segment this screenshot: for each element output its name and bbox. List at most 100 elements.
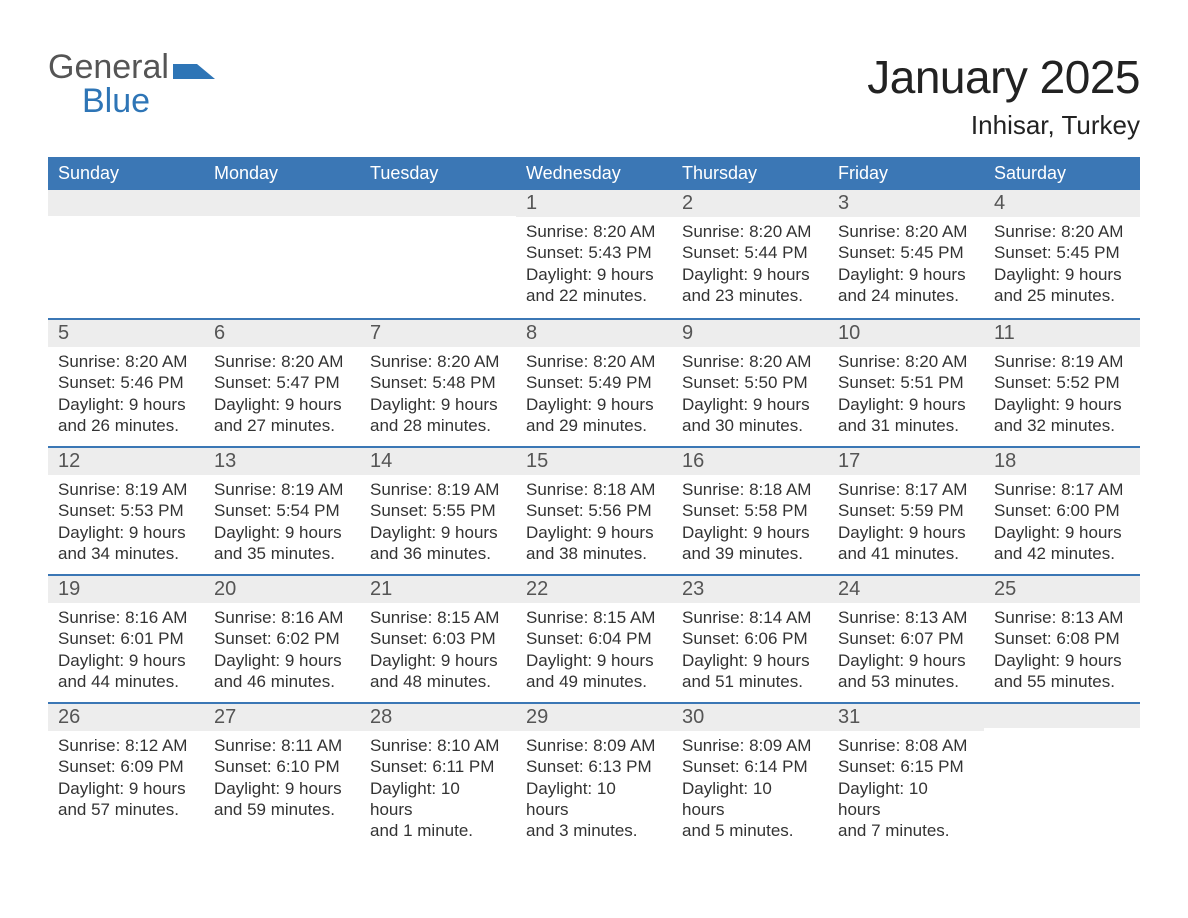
daylight-line-1: Daylight: 9 hours — [58, 650, 194, 671]
day-details: Sunrise: 8:14 AMSunset: 6:06 PMDaylight:… — [672, 603, 828, 692]
day-details: Sunrise: 8:19 AMSunset: 5:52 PMDaylight:… — [984, 347, 1140, 436]
day-number: 3 — [828, 190, 984, 217]
weekday-header-row: SundayMondayTuesdayWednesdayThursdayFrid… — [48, 157, 1140, 190]
sunrise-line: Sunrise: 8:11 AM — [214, 735, 350, 756]
daylight-line-1: Daylight: 9 hours — [526, 264, 662, 285]
week-row: 12Sunrise: 8:19 AMSunset: 5:53 PMDayligh… — [48, 446, 1140, 574]
sunset-line: Sunset: 6:15 PM — [838, 756, 974, 777]
sunset-line: Sunset: 6:01 PM — [58, 628, 194, 649]
day-cell: 7Sunrise: 8:20 AMSunset: 5:48 PMDaylight… — [360, 318, 516, 446]
sunrise-line: Sunrise: 8:15 AM — [370, 607, 506, 628]
day-cell: 21Sunrise: 8:15 AMSunset: 6:03 PMDayligh… — [360, 574, 516, 702]
day-cell: 20Sunrise: 8:16 AMSunset: 6:02 PMDayligh… — [204, 574, 360, 702]
day-cell: 1Sunrise: 8:20 AMSunset: 5:43 PMDaylight… — [516, 190, 672, 318]
sunset-line: Sunset: 5:58 PM — [682, 500, 818, 521]
daylight-line-1: Daylight: 9 hours — [370, 522, 506, 543]
sunrise-line: Sunrise: 8:09 AM — [526, 735, 662, 756]
week-row: 1Sunrise: 8:20 AMSunset: 5:43 PMDaylight… — [48, 190, 1140, 318]
brand-logo: General Blue — [48, 50, 215, 118]
sunrise-line: Sunrise: 8:20 AM — [994, 221, 1130, 242]
day-number: 31 — [828, 702, 984, 731]
sunset-line: Sunset: 5:59 PM — [838, 500, 974, 521]
day-details: Sunrise: 8:09 AMSunset: 6:14 PMDaylight:… — [672, 731, 828, 841]
day-number: 14 — [360, 446, 516, 475]
sunset-line: Sunset: 5:56 PM — [526, 500, 662, 521]
daylight-line-1: Daylight: 10 hours — [526, 778, 662, 821]
day-cell — [204, 190, 360, 318]
day-cell: 17Sunrise: 8:17 AMSunset: 5:59 PMDayligh… — [828, 446, 984, 574]
day-number: 17 — [828, 446, 984, 475]
daylight-line-1: Daylight: 9 hours — [526, 650, 662, 671]
day-details: Sunrise: 8:13 AMSunset: 6:07 PMDaylight:… — [828, 603, 984, 692]
day-cell: 2Sunrise: 8:20 AMSunset: 5:44 PMDaylight… — [672, 190, 828, 318]
daylight-line-1: Daylight: 9 hours — [370, 394, 506, 415]
weekday-cell: Thursday — [672, 157, 828, 190]
daylight-line-2: and 34 minutes. — [58, 543, 194, 564]
day-details: Sunrise: 8:20 AMSunset: 5:45 PMDaylight:… — [828, 217, 984, 306]
daylight-line-1: Daylight: 9 hours — [682, 264, 818, 285]
daylight-line-2: and 23 minutes. — [682, 285, 818, 306]
daylight-line-1: Daylight: 10 hours — [682, 778, 818, 821]
daylight-line-1: Daylight: 9 hours — [682, 522, 818, 543]
day-details: Sunrise: 8:16 AMSunset: 6:01 PMDaylight:… — [48, 603, 204, 692]
sunrise-line: Sunrise: 8:15 AM — [526, 607, 662, 628]
daylight-line-2: and 27 minutes. — [214, 415, 350, 436]
daylight-line-1: Daylight: 9 hours — [526, 522, 662, 543]
sunrise-line: Sunrise: 8:20 AM — [526, 221, 662, 242]
day-cell: 30Sunrise: 8:09 AMSunset: 6:14 PMDayligh… — [672, 702, 828, 851]
day-details: Sunrise: 8:20 AMSunset: 5:46 PMDaylight:… — [48, 347, 204, 436]
sunrise-line: Sunrise: 8:20 AM — [214, 351, 350, 372]
daylight-line-1: Daylight: 9 hours — [214, 522, 350, 543]
sunrise-line: Sunrise: 8:19 AM — [214, 479, 350, 500]
day-cell — [984, 702, 1140, 851]
sunrise-line: Sunrise: 8:09 AM — [682, 735, 818, 756]
sunrise-line: Sunrise: 8:20 AM — [838, 221, 974, 242]
weekday-cell: Tuesday — [360, 157, 516, 190]
day-number: 6 — [204, 318, 360, 347]
daylight-line-2: and 42 minutes. — [994, 543, 1130, 564]
day-number: 20 — [204, 574, 360, 603]
daylight-line-1: Daylight: 10 hours — [370, 778, 506, 821]
daylight-line-2: and 44 minutes. — [58, 671, 194, 692]
day-cell — [360, 190, 516, 318]
day-cell: 9Sunrise: 8:20 AMSunset: 5:50 PMDaylight… — [672, 318, 828, 446]
day-number: 5 — [48, 318, 204, 347]
day-number — [204, 190, 360, 216]
day-cell: 19Sunrise: 8:16 AMSunset: 6:01 PMDayligh… — [48, 574, 204, 702]
day-details: Sunrise: 8:13 AMSunset: 6:08 PMDaylight:… — [984, 603, 1140, 692]
sunrise-line: Sunrise: 8:19 AM — [58, 479, 194, 500]
weekday-cell: Friday — [828, 157, 984, 190]
daylight-line-1: Daylight: 9 hours — [994, 650, 1130, 671]
daylight-line-2: and 46 minutes. — [214, 671, 350, 692]
daylight-line-2: and 24 minutes. — [838, 285, 974, 306]
sunrise-line: Sunrise: 8:20 AM — [682, 351, 818, 372]
day-details: Sunrise: 8:09 AMSunset: 6:13 PMDaylight:… — [516, 731, 672, 841]
sunset-line: Sunset: 6:04 PM — [526, 628, 662, 649]
day-cell: 27Sunrise: 8:11 AMSunset: 6:10 PMDayligh… — [204, 702, 360, 851]
daylight-line-2: and 30 minutes. — [682, 415, 818, 436]
sunrise-line: Sunrise: 8:20 AM — [682, 221, 818, 242]
sunrise-line: Sunrise: 8:08 AM — [838, 735, 974, 756]
daylight-line-2: and 3 minutes. — [526, 820, 662, 841]
day-cell: 28Sunrise: 8:10 AMSunset: 6:11 PMDayligh… — [360, 702, 516, 851]
daylight-line-1: Daylight: 9 hours — [58, 778, 194, 799]
sunset-line: Sunset: 6:13 PM — [526, 756, 662, 777]
daylight-line-1: Daylight: 9 hours — [214, 778, 350, 799]
daylight-line-2: and 36 minutes. — [370, 543, 506, 564]
sunset-line: Sunset: 6:07 PM — [838, 628, 974, 649]
logo-text-block: General Blue — [48, 50, 169, 118]
day-details: Sunrise: 8:17 AMSunset: 6:00 PMDaylight:… — [984, 475, 1140, 564]
daylight-line-1: Daylight: 9 hours — [994, 264, 1130, 285]
day-number: 12 — [48, 446, 204, 475]
sunset-line: Sunset: 5:53 PM — [58, 500, 194, 521]
daylight-line-2: and 38 minutes. — [526, 543, 662, 564]
sunrise-line: Sunrise: 8:18 AM — [682, 479, 818, 500]
day-details: Sunrise: 8:15 AMSunset: 6:03 PMDaylight:… — [360, 603, 516, 692]
day-number — [48, 190, 204, 216]
daylight-line-2: and 57 minutes. — [58, 799, 194, 820]
day-details: Sunrise: 8:20 AMSunset: 5:48 PMDaylight:… — [360, 347, 516, 436]
day-details: Sunrise: 8:20 AMSunset: 5:45 PMDaylight:… — [984, 217, 1140, 306]
page-title: January 2025 — [867, 50, 1140, 104]
location-subtitle: Inhisar, Turkey — [867, 110, 1140, 141]
day-cell: 29Sunrise: 8:09 AMSunset: 6:13 PMDayligh… — [516, 702, 672, 851]
